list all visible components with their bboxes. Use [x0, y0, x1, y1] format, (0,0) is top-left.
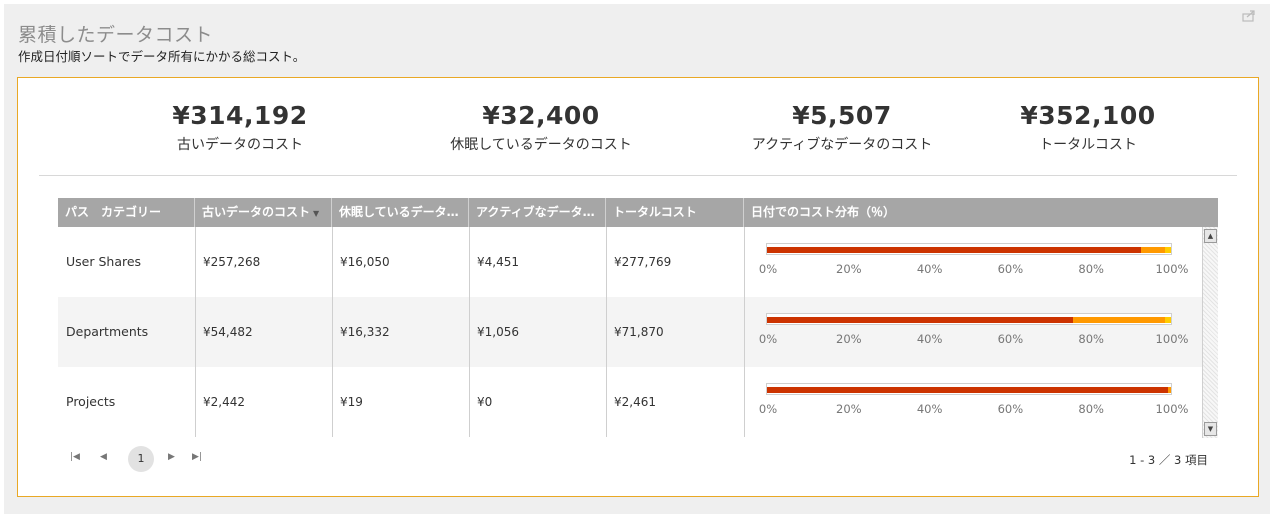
column-header-label: アクティブなデータ… [476, 205, 595, 219]
kpi-value: ¥352,100 [1020, 101, 1156, 130]
column-header-path-category[interactable]: パス カテゴリー [58, 198, 195, 227]
widget-subtitle: 作成日付順ソートでデータ所有にかかる総コスト。 [18, 49, 306, 64]
cell-path-category: Projects [66, 394, 116, 409]
table-row[interactable]: Departments ¥54,482 ¥16,332 ¥1,056 ¥71,870 0%… [58, 297, 1202, 367]
widget-title: 累積したデータコスト [18, 24, 214, 46]
axis-tick-label: 100% [1155, 402, 1189, 416]
column-header-total-cost[interactable]: トータルコスト [606, 198, 744, 227]
column-header-old-cost[interactable]: 古いデータのコスト ▼ [195, 198, 332, 227]
cost-panel: ¥314,192 古いデータのコスト ¥32,400 休眠しているデータのコスト… [17, 77, 1259, 497]
next-page-icon[interactable]: ▶ [168, 452, 175, 462]
table-row[interactable]: User Shares ¥257,268 ¥16,050 ¥4,451 ¥277,769… [58, 227, 1202, 297]
scroll-down-icon[interactable]: ▼ [1204, 422, 1217, 436]
grid-header: パス カテゴリー 古いデータのコスト ▼ 休眠しているデータ… アクティブなデータ… [58, 198, 1218, 227]
axis-tick-label: 100% [1155, 332, 1189, 346]
column-header-label: 休眠しているデータ… [339, 205, 459, 219]
bar-dormant-segment [1141, 247, 1165, 253]
prev-page-icon[interactable]: ◀ [100, 452, 107, 462]
cost-grid: パス カテゴリー 古いデータのコスト ▼ 休眠しているデータ… アクティブなデータ… [58, 198, 1218, 438]
cell-active-cost: ¥4,451 [477, 255, 519, 269]
vertical-scrollbar[interactable]: ▲ ▼ [1202, 227, 1218, 438]
column-header-label: 日付でのコスト分布（％） [751, 205, 896, 219]
bar-old-segment [767, 387, 1168, 393]
distribution-bar [766, 383, 1172, 395]
cell-old-cost: ¥2,442 [203, 395, 245, 409]
axis-tick-label: 0% [758, 332, 778, 346]
cell-old-cost: ¥54,482 [203, 325, 253, 339]
export-icon[interactable] [1242, 10, 1256, 22]
cell-path-category: Departments [66, 324, 149, 339]
column-divider [606, 227, 607, 437]
bar-dormant-segment [1167, 387, 1171, 393]
cell-dormant-cost: ¥19 [340, 395, 363, 409]
sort-desc-icon: ▼ [313, 209, 320, 218]
axis-tick-label: 80% [1078, 262, 1104, 276]
axis-tick-label: 60% [997, 402, 1024, 416]
cell-total-cost: ¥277,769 [614, 255, 672, 269]
kpi-label: トータルコスト [1039, 137, 1137, 153]
bar-active-segment [1164, 247, 1171, 253]
column-divider [744, 227, 745, 437]
cell-dormant-cost: ¥16,332 [340, 325, 390, 339]
cell-active-cost: ¥0 [477, 395, 493, 409]
bar-old-segment [767, 247, 1142, 253]
bar-dormant-segment [1073, 317, 1165, 323]
kpi-value: ¥5,507 [792, 101, 892, 130]
kpi-value: ¥32,400 [482, 101, 600, 130]
first-page-icon[interactable]: |◀ [70, 452, 80, 462]
cell-total-cost: ¥2,461 [614, 395, 656, 409]
bar-active-segment [1164, 317, 1171, 323]
cell-distribution: 0% 20% 40% 60% 80% 100% [744, 367, 1202, 437]
column-header-label: トータルコスト [613, 205, 697, 219]
current-page-button[interactable]: 1 [128, 446, 154, 472]
axis-tick-label: 60% [997, 332, 1024, 346]
axis-tick-label: 20% [836, 262, 862, 276]
axis-tick-label: 60% [997, 262, 1024, 276]
kpi-value: ¥314,192 [172, 101, 308, 130]
axis-tick-label: 20% [836, 332, 862, 346]
cell-distribution: 0% 20% 40% 60% 80% 100% [744, 227, 1202, 297]
divider [39, 175, 1237, 176]
table-row[interactable]: Projects ¥2,442 ¥19 ¥0 ¥2,461 0% 20% 40% 60% 80% 1… [58, 367, 1202, 437]
axis-tick-label: 20% [836, 402, 862, 416]
axis-tick-label: 0% [758, 262, 778, 276]
kpi-old-cost: ¥314,192 古いデータのコスト [90, 100, 390, 154]
axis-tick-label: 40% [916, 332, 943, 346]
cell-distribution: 0% 20% 40% 60% 80% 100% [744, 297, 1202, 367]
axis-tick-label: 80% [1078, 402, 1104, 416]
scroll-up-icon[interactable]: ▲ [1204, 229, 1217, 243]
cell-dormant-cost: ¥16,050 [340, 255, 390, 269]
column-header-active-cost[interactable]: アクティブなデータ… [469, 198, 606, 227]
cell-total-cost: ¥71,870 [614, 325, 664, 339]
kpi-label: 休眠しているデータのコスト [450, 137, 632, 153]
cell-path-category: User Shares [66, 254, 142, 269]
kpi-label: アクティブなデータのコスト [751, 137, 933, 153]
distribution-bar [766, 243, 1172, 255]
column-divider [332, 227, 333, 437]
cell-old-cost: ¥257,268 [203, 255, 261, 269]
column-header-dormant-cost[interactable]: 休眠しているデータ… [332, 198, 469, 227]
column-divider [469, 227, 470, 437]
cost-widget: 累積したデータコスト 作成日付順ソートでデータ所有にかかる総コスト。 ¥314,… [4, 4, 1270, 514]
kpi-label: 古いデータのコスト [177, 137, 303, 153]
cell-active-cost: ¥1,056 [477, 325, 519, 339]
kpi-summary: ¥314,192 古いデータのコスト ¥32,400 休眠しているデータのコスト… [18, 78, 1258, 178]
last-page-icon[interactable]: ▶| [192, 452, 202, 462]
axis-tick-label: 80% [1078, 332, 1104, 346]
distribution-bar [766, 313, 1172, 325]
column-header-distribution[interactable]: 日付でのコスト分布（％） [744, 198, 1218, 227]
axis-tick-label: 0% [758, 402, 778, 416]
bar-old-segment [767, 317, 1074, 323]
column-header-label: 古いデータのコスト [202, 205, 311, 219]
kpi-dormant-cost: ¥32,400 休眠しているデータのコスト [391, 100, 691, 154]
axis-tick-label: 100% [1155, 262, 1189, 276]
kpi-active-cost: ¥5,507 アクティブなデータのコスト [692, 100, 992, 154]
column-header-label: パス カテゴリー [65, 205, 162, 219]
kpi-total-cost: ¥352,100 トータルコスト [938, 100, 1238, 154]
column-divider [195, 227, 196, 437]
axis-tick-label: 40% [916, 402, 943, 416]
pager: |◀ ◀ 1 ▶ ▶| 1 - 3 ／ 3 項目 [66, 444, 1216, 474]
pager-info: 1 - 3 ／ 3 項目 [1129, 453, 1208, 467]
axis-tick-label: 40% [916, 262, 943, 276]
